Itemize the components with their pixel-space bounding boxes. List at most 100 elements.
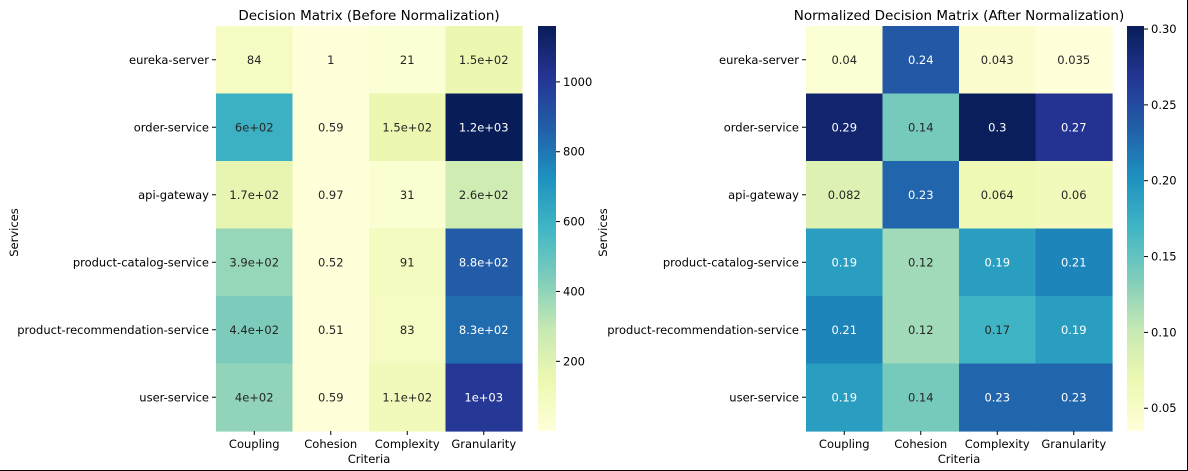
heatmap-cell (1035, 26, 1113, 95)
cell-annotation: 21 (400, 53, 415, 67)
heatmap-cell (445, 161, 523, 230)
x-tick-label: Cohesion (894, 437, 947, 451)
heatmap-cell (959, 26, 1037, 95)
cell-annotation: 0.52 (318, 255, 344, 269)
cell-annotation: 0.19 (1061, 323, 1087, 337)
y-tick-label: api-gateway (728, 188, 799, 202)
heatmap-cell (882, 161, 960, 230)
cell-annotation: 0.04 (831, 53, 857, 67)
cell-annotation: 0.23 (984, 390, 1010, 404)
y-tick-label: product-recommendation-service (607, 323, 799, 337)
cell-annotation: 2.6e+02 (459, 188, 509, 202)
cell-annotation: 0.082 (828, 188, 861, 202)
colorbar-tick-label: 800 (563, 145, 585, 159)
cell-annotation: 84 (247, 53, 262, 67)
x-tick-label: Granularity (1041, 437, 1106, 451)
cell-annotation: 1.7e+02 (229, 188, 279, 202)
x-axis-label: Criteria (348, 452, 391, 466)
colorbar-tick-label: 0.20 (1151, 174, 1177, 188)
y-tick-label: order-service (724, 120, 799, 134)
heatmap-cell (445, 93, 523, 162)
heatmap-cell (882, 26, 960, 95)
heatmap-cell (216, 161, 294, 230)
heatmap-cell (369, 296, 447, 365)
x-tick-label: Complexity (965, 437, 1030, 451)
cell-annotation: 0.14 (908, 390, 934, 404)
x-tick-label: Coupling (229, 437, 280, 451)
heatmap-cell (216, 363, 294, 432)
colorbar-tick-label: 200 (563, 354, 585, 368)
cell-annotation: 1 (327, 53, 334, 67)
heatmap-cell (445, 296, 523, 365)
colorbar-tick-label: 0.15 (1151, 250, 1177, 264)
heatmap-cell (216, 296, 294, 365)
heatmap-cell (369, 161, 447, 230)
heatmap-cell (216, 26, 294, 95)
cell-annotation: 1.5e+02 (459, 53, 509, 67)
cell-annotation: 4e+02 (235, 390, 274, 404)
cell-annotation: 1.1e+02 (382, 390, 432, 404)
heatmap-cell (292, 228, 370, 297)
cell-annotation: 0.27 (1061, 120, 1087, 134)
y-tick-label: user-service (139, 390, 209, 404)
cell-annotation: 0.29 (831, 120, 857, 134)
heatmap-cell (292, 363, 370, 432)
cell-annotation: 0.19 (831, 390, 857, 404)
y-tick-label: order-service (134, 120, 209, 134)
cell-annotation: 0.064 (981, 188, 1014, 202)
heatmap-cell (882, 93, 960, 162)
heatmap-cell (1035, 93, 1113, 162)
cell-annotation: 0.12 (908, 323, 934, 337)
heatmap-cell (806, 93, 884, 162)
cell-annotation: 91 (400, 255, 415, 269)
cell-annotation: 0.14 (908, 120, 934, 134)
cell-annotation: 0.23 (908, 188, 934, 202)
heatmap-cell (959, 296, 1037, 365)
cell-annotation: 0.19 (984, 255, 1010, 269)
x-tick-label: Complexity (375, 437, 440, 451)
y-tick-label: product-catalog-service (663, 255, 799, 269)
heatmap-cell (445, 26, 523, 95)
heatmap-cell (1035, 228, 1113, 297)
y-tick-label: user-service (729, 390, 799, 404)
heatmap-cell (806, 296, 884, 365)
heatmap-cell (292, 93, 370, 162)
heatmap-cell (369, 26, 447, 95)
y-tick-label: api-gateway (138, 188, 209, 202)
cell-annotation: 0.21 (1061, 255, 1087, 269)
heatmap-cell (1035, 363, 1113, 432)
heatmap-cell (1035, 161, 1113, 230)
cell-annotation: 0.59 (318, 390, 344, 404)
colorbar (538, 26, 556, 431)
y-tick-label: eureka-server (129, 53, 209, 67)
chart-title: Normalized Decision Matrix (After Normal… (794, 8, 1124, 24)
x-tick-label: Coupling (819, 437, 870, 451)
colorbar-tick-label: 1000 (563, 75, 592, 89)
cell-annotation: 4.4e+02 (229, 323, 279, 337)
cell-annotation: 8.3e+02 (459, 323, 509, 337)
y-axis-label: Services (596, 208, 610, 257)
heatmap-cell (806, 161, 884, 230)
cell-annotation: 3.9e+02 (229, 255, 279, 269)
cell-annotation: 0.97 (318, 188, 344, 202)
cell-annotation: 0.17 (984, 323, 1010, 337)
cell-annotation: 1e+03 (464, 390, 503, 404)
y-tick-label: product-recommendation-service (17, 323, 209, 337)
cell-annotation: 0.19 (831, 255, 857, 269)
cell-annotation: 1.5e+02 (382, 120, 432, 134)
colorbar (1127, 26, 1144, 431)
colorbar-tick-label: 0.30 (1151, 22, 1177, 36)
cell-annotation: 1.2e+03 (459, 120, 509, 134)
y-tick-label: product-catalog-service (73, 255, 209, 269)
heatmap-cell (369, 363, 447, 432)
cell-annotation: 0.24 (908, 53, 934, 67)
colorbar-tick-label: 600 (563, 215, 585, 229)
cell-annotation: 6e+02 (235, 120, 274, 134)
colorbar-tick-label: 0.25 (1151, 98, 1177, 112)
heatmap-cell (445, 363, 523, 432)
cell-annotation: 0.3 (988, 120, 1006, 134)
colorbar-tick-label: 400 (563, 284, 585, 298)
x-tick-label: Granularity (451, 437, 516, 451)
cell-annotation: 0.12 (908, 255, 934, 269)
x-tick-label: Cohesion (304, 437, 357, 451)
